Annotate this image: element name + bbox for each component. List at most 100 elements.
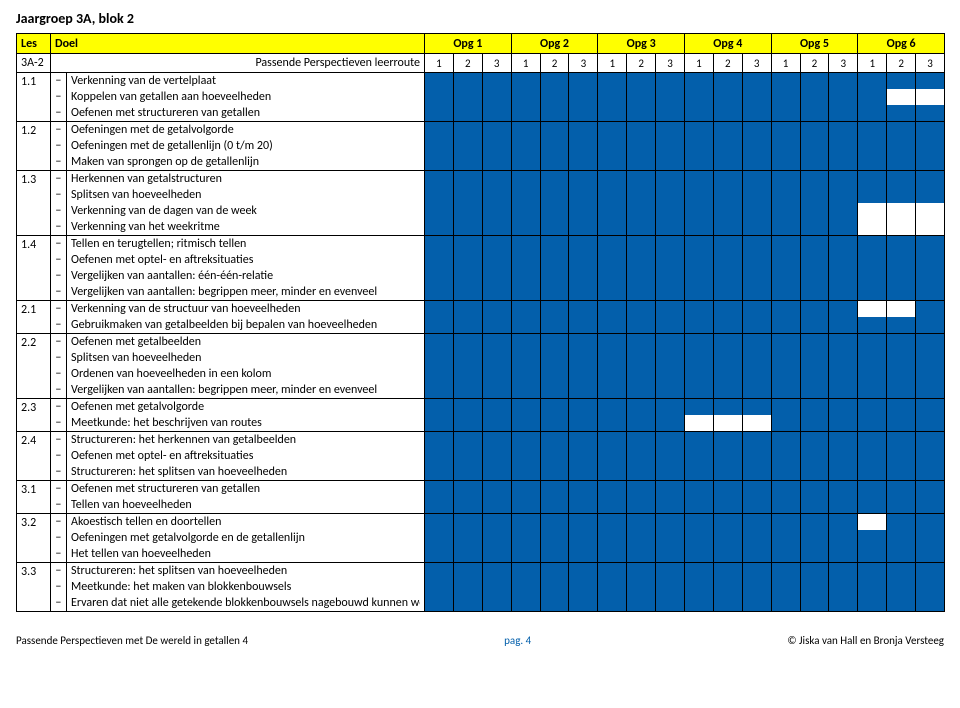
grid-cell	[569, 481, 598, 514]
header-opg-5: Opg 5	[771, 34, 858, 54]
grid-cell	[453, 301, 482, 334]
grid-cell	[800, 399, 829, 432]
grid-cell	[482, 301, 511, 334]
grid-cell	[916, 334, 945, 399]
grid-cell	[713, 514, 742, 563]
grid-cell	[598, 399, 627, 432]
grid-cell	[511, 301, 540, 334]
grid-cell	[800, 514, 829, 563]
subheader-num-9: 1	[684, 54, 713, 73]
subheader-num-11: 3	[742, 54, 771, 73]
grid-cell	[482, 334, 511, 399]
doel-cell-1.2: Oefeningen met de getalvolgordeOefeninge…	[67, 122, 425, 171]
grid-cell	[482, 432, 511, 481]
subheader-num-7: 2	[627, 54, 656, 73]
subheader-num-10: 2	[713, 54, 742, 73]
grid-cell	[569, 514, 598, 563]
grid-cell	[569, 301, 598, 334]
grid-cell	[511, 514, 540, 563]
grid-cell	[511, 432, 540, 481]
grid-cell	[887, 122, 916, 171]
grid-cell	[569, 563, 598, 612]
grid-cell	[425, 514, 454, 563]
doel-item: Oefeningen met de getalvolgorde	[71, 122, 420, 138]
grid-cell	[916, 563, 945, 612]
grid-cell	[829, 334, 858, 399]
grid-cell	[627, 563, 656, 612]
grid-cell	[453, 563, 482, 612]
grid-cell	[713, 563, 742, 612]
doel-item: Meetkunde: het beschrijven van routes	[71, 415, 420, 431]
grid-cell	[511, 563, 540, 612]
doel-item: Ordenen van hoeveelheden in een kolom	[71, 366, 420, 382]
grid-cell	[425, 301, 454, 334]
grid-cell	[858, 236, 887, 301]
footer-page: pag. 4	[504, 634, 531, 647]
doel-cell-1.4: Tellen en terugtellen; ritmisch tellenOe…	[67, 236, 425, 301]
doel-item: Oefenen met optel- en aftreksituaties	[71, 448, 420, 464]
doel-cell-3.2: Akoestisch tellen en doortellenOefeninge…	[67, 514, 425, 563]
grid-cell	[713, 171, 742, 236]
dash-col: −−	[51, 301, 67, 334]
grid-cell	[713, 301, 742, 334]
grid-cell	[425, 236, 454, 301]
grid-cell	[598, 563, 627, 612]
dash-col: −−	[51, 481, 67, 514]
doel-item: Splitsen van hoeveelheden	[71, 350, 420, 366]
grid-cell	[916, 481, 945, 514]
grid-cell	[453, 432, 482, 481]
grid-cell	[713, 399, 742, 432]
grid-cell	[598, 122, 627, 171]
grid-cell	[858, 432, 887, 481]
grid-cell	[742, 171, 771, 236]
grid-cell	[627, 301, 656, 334]
grid-cell	[540, 236, 569, 301]
grid-cell	[656, 563, 685, 612]
grid-cell	[482, 563, 511, 612]
subheader-num-8: 3	[656, 54, 685, 73]
grid-cell	[858, 481, 887, 514]
grid-cell	[656, 481, 685, 514]
les-3.1: 3.1	[17, 481, 51, 514]
subheader-num-14: 3	[829, 54, 858, 73]
grid-cell	[453, 122, 482, 171]
grid-cell	[887, 301, 916, 334]
grid-cell	[598, 301, 627, 334]
grid-cell	[771, 301, 800, 334]
doel-item: Tellen van hoeveelheden	[71, 497, 420, 513]
grid-cell	[800, 301, 829, 334]
grid-cell	[713, 432, 742, 481]
subheader-num-4: 2	[540, 54, 569, 73]
grid-cell	[684, 399, 713, 432]
grid-cell	[771, 514, 800, 563]
header-les: Les	[17, 34, 51, 54]
grid-cell	[829, 171, 858, 236]
les-1.2: 1.2	[17, 122, 51, 171]
grid-cell	[511, 122, 540, 171]
grid-cell	[453, 514, 482, 563]
grid-cell	[829, 432, 858, 481]
doel-item: Gebruikmaken van getalbeelden bij bepale…	[71, 317, 420, 333]
grid-cell	[569, 122, 598, 171]
les-2.1: 2.1	[17, 301, 51, 334]
grid-cell	[858, 334, 887, 399]
grid-cell	[800, 122, 829, 171]
grid-cell	[800, 171, 829, 236]
doel-item: Verkenning van de vertelplaat	[71, 73, 420, 89]
grid-cell	[569, 171, 598, 236]
grid-cell	[540, 399, 569, 432]
doel-item: Verkenning van de dagen van de week	[71, 203, 420, 219]
doel-item: Oefenen met getalvolgorde	[71, 399, 420, 415]
grid-cell	[540, 432, 569, 481]
doel-cell-1.3: Herkennen van getalstructurenSplitsen va…	[67, 171, 425, 236]
grid-cell	[511, 481, 540, 514]
doel-item: Akoestisch tellen en doortellen	[71, 514, 420, 530]
grid-cell	[916, 122, 945, 171]
grid-cell	[425, 481, 454, 514]
subheader-num-12: 1	[771, 54, 800, 73]
grid-cell	[684, 73, 713, 122]
doel-item: Vergelijken van aantallen: begrippen mee…	[71, 382, 420, 398]
grid-cell	[858, 73, 887, 122]
grid-cell	[887, 514, 916, 563]
grid-cell	[684, 514, 713, 563]
